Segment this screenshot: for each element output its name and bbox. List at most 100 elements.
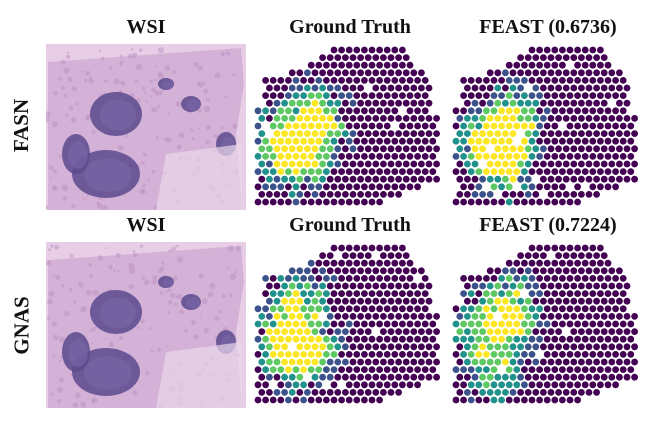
spot bbox=[307, 77, 315, 84]
spot bbox=[383, 366, 391, 373]
spot bbox=[471, 145, 479, 153]
spot bbox=[631, 175, 638, 183]
spot bbox=[361, 335, 368, 343]
spot bbox=[593, 358, 600, 366]
spot bbox=[349, 373, 357, 381]
spot bbox=[372, 389, 380, 396]
spot bbox=[604, 168, 612, 175]
spot bbox=[364, 267, 372, 275]
spot bbox=[345, 137, 353, 145]
panel-title: FEAST (0.7224) bbox=[479, 214, 617, 236]
spot bbox=[536, 320, 543, 328]
panel-title: Ground Truth bbox=[289, 16, 411, 38]
spot bbox=[361, 183, 368, 191]
spot bbox=[619, 320, 627, 328]
spot bbox=[471, 282, 479, 290]
spot bbox=[483, 77, 490, 84]
spot bbox=[551, 290, 559, 297]
spot bbox=[604, 61, 612, 69]
spot bbox=[319, 54, 326, 61]
spot bbox=[536, 366, 543, 373]
spot bbox=[387, 297, 395, 305]
spot bbox=[334, 69, 342, 77]
spot bbox=[357, 358, 364, 366]
spot bbox=[627, 366, 635, 373]
spot bbox=[536, 290, 543, 297]
spot bbox=[342, 343, 349, 351]
spot bbox=[376, 168, 383, 175]
spot bbox=[383, 320, 391, 328]
panel-title: WSI bbox=[126, 214, 166, 236]
spot bbox=[479, 84, 486, 92]
spot bbox=[570, 130, 578, 137]
spot bbox=[578, 54, 585, 61]
spot bbox=[342, 389, 349, 396]
spot bbox=[483, 305, 490, 313]
spot bbox=[585, 313, 593, 320]
spot bbox=[258, 389, 266, 396]
spot bbox=[536, 183, 543, 191]
spot bbox=[513, 290, 521, 297]
spot bbox=[254, 107, 262, 115]
spot bbox=[528, 137, 536, 145]
spot bbox=[361, 275, 368, 282]
spot bbox=[555, 191, 562, 198]
spot bbox=[315, 275, 323, 282]
spot bbox=[300, 183, 307, 191]
spot bbox=[372, 84, 380, 92]
spot bbox=[311, 145, 319, 153]
spot bbox=[288, 130, 296, 137]
spot bbox=[307, 92, 315, 99]
spot bbox=[406, 168, 414, 175]
spot bbox=[323, 77, 330, 84]
spot bbox=[581, 305, 589, 313]
spot bbox=[418, 160, 425, 168]
spot bbox=[307, 320, 315, 328]
spot bbox=[387, 175, 395, 183]
spot bbox=[315, 335, 323, 343]
spot bbox=[471, 343, 479, 351]
spot bbox=[418, 84, 425, 92]
spot bbox=[608, 115, 616, 122]
spot bbox=[597, 77, 604, 84]
spot bbox=[338, 351, 345, 358]
spot bbox=[490, 290, 498, 297]
spot bbox=[543, 351, 551, 358]
spot bbox=[410, 84, 418, 92]
spot bbox=[300, 168, 307, 175]
spot bbox=[338, 320, 345, 328]
spot bbox=[551, 77, 559, 84]
spot bbox=[467, 122, 475, 130]
spot bbox=[330, 92, 338, 99]
spot bbox=[281, 175, 288, 183]
spot bbox=[532, 54, 540, 61]
spot bbox=[517, 297, 524, 305]
spot bbox=[269, 351, 277, 358]
spot bbox=[292, 198, 300, 206]
spot bbox=[475, 305, 483, 313]
spot bbox=[330, 335, 338, 343]
spot bbox=[418, 130, 425, 137]
spot bbox=[566, 366, 574, 373]
spot bbox=[540, 175, 547, 183]
spot bbox=[262, 183, 269, 191]
spot bbox=[273, 297, 281, 305]
spot bbox=[536, 107, 543, 115]
spot bbox=[574, 46, 581, 54]
spot bbox=[288, 267, 296, 275]
spot bbox=[292, 290, 300, 297]
spot bbox=[406, 290, 414, 297]
spot bbox=[540, 313, 547, 320]
spot bbox=[619, 275, 627, 282]
spot bbox=[585, 297, 593, 305]
spot bbox=[345, 305, 353, 313]
spot bbox=[559, 351, 566, 358]
spot bbox=[475, 153, 483, 160]
spot bbox=[307, 183, 315, 191]
spot bbox=[338, 396, 345, 404]
spot bbox=[528, 46, 536, 54]
spot bbox=[414, 351, 421, 358]
spot bbox=[551, 305, 559, 313]
spot bbox=[532, 130, 540, 137]
spot bbox=[498, 290, 505, 297]
